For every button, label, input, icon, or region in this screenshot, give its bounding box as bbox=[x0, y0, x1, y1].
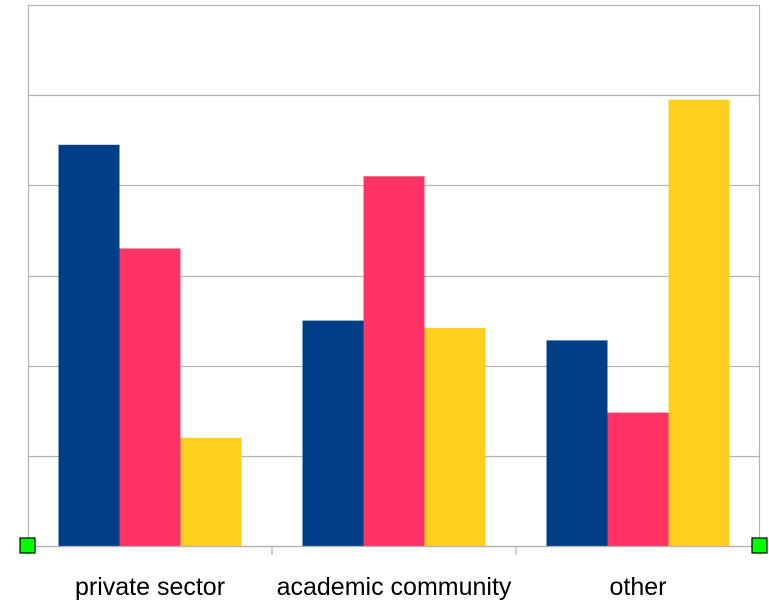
axes bbox=[27, 545, 761, 555]
x-tick-label: other bbox=[610, 573, 667, 601]
bar bbox=[668, 99, 730, 546]
x-tick-label: private sector bbox=[75, 573, 225, 601]
bar bbox=[546, 340, 608, 546]
bar bbox=[302, 320, 364, 546]
selection-handles[interactable] bbox=[19, 537, 768, 554]
bar bbox=[58, 144, 120, 547]
bars bbox=[58, 99, 730, 547]
bar bbox=[119, 248, 181, 546]
x-tick-labels: private sector academic community other bbox=[75, 573, 667, 601]
selection-handle[interactable] bbox=[19, 537, 36, 554]
bar bbox=[424, 327, 486, 546]
selection-handle[interactable] bbox=[751, 537, 768, 554]
bar bbox=[607, 412, 669, 546]
bar bbox=[363, 176, 425, 547]
x-tick-label: academic community bbox=[277, 573, 512, 601]
bar bbox=[180, 437, 242, 546]
